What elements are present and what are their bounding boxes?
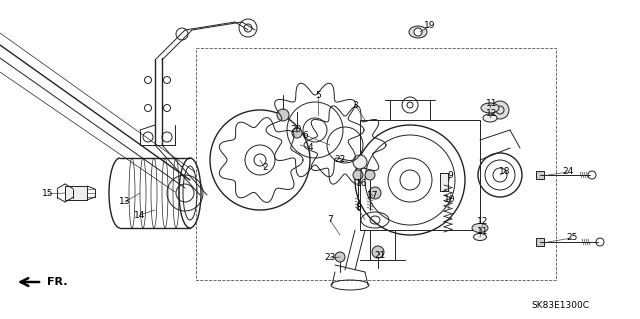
Text: 23: 23	[324, 254, 336, 263]
Ellipse shape	[472, 224, 488, 233]
Ellipse shape	[409, 26, 427, 38]
Bar	[536, 238, 544, 246]
Bar	[196, 48, 556, 280]
Circle shape	[335, 252, 345, 262]
Bar	[536, 171, 544, 179]
Circle shape	[365, 170, 375, 180]
Ellipse shape	[483, 114, 497, 122]
Text: 21: 21	[374, 250, 386, 259]
Circle shape	[414, 28, 422, 36]
Text: 6: 6	[302, 130, 308, 139]
Ellipse shape	[481, 103, 499, 113]
Text: 18: 18	[499, 167, 511, 176]
Circle shape	[491, 101, 509, 119]
Circle shape	[372, 246, 384, 258]
Bar	[440, 173, 448, 191]
Circle shape	[292, 128, 302, 138]
Text: 4: 4	[307, 144, 313, 152]
Text: 20: 20	[291, 125, 301, 135]
Circle shape	[277, 109, 289, 121]
Text: FR.: FR.	[47, 277, 67, 287]
Circle shape	[353, 170, 363, 180]
Text: 12: 12	[486, 109, 498, 118]
Text: 12: 12	[477, 218, 489, 226]
Text: 2: 2	[262, 164, 268, 173]
Text: 3: 3	[352, 100, 358, 109]
Text: 9: 9	[447, 172, 453, 181]
Text: 10: 10	[444, 196, 456, 204]
Circle shape	[369, 187, 381, 199]
Ellipse shape	[474, 234, 486, 241]
Bar	[65, 186, 87, 200]
Text: 19: 19	[424, 21, 436, 31]
Bar	[360, 120, 480, 230]
Text: 15: 15	[42, 189, 54, 198]
Text: 24: 24	[563, 167, 573, 176]
Text: 13: 13	[119, 197, 131, 206]
Text: 8: 8	[355, 204, 361, 212]
Text: 17: 17	[367, 191, 379, 201]
Text: 11: 11	[486, 99, 498, 108]
Text: 25: 25	[566, 234, 578, 242]
Text: 22: 22	[334, 155, 346, 165]
Circle shape	[353, 155, 367, 169]
Text: 16: 16	[356, 179, 368, 188]
Text: 11: 11	[477, 227, 489, 236]
Text: SK83E1300C: SK83E1300C	[531, 301, 589, 310]
Text: 7: 7	[327, 216, 333, 225]
Text: 14: 14	[134, 211, 146, 219]
Text: 5: 5	[315, 92, 321, 100]
